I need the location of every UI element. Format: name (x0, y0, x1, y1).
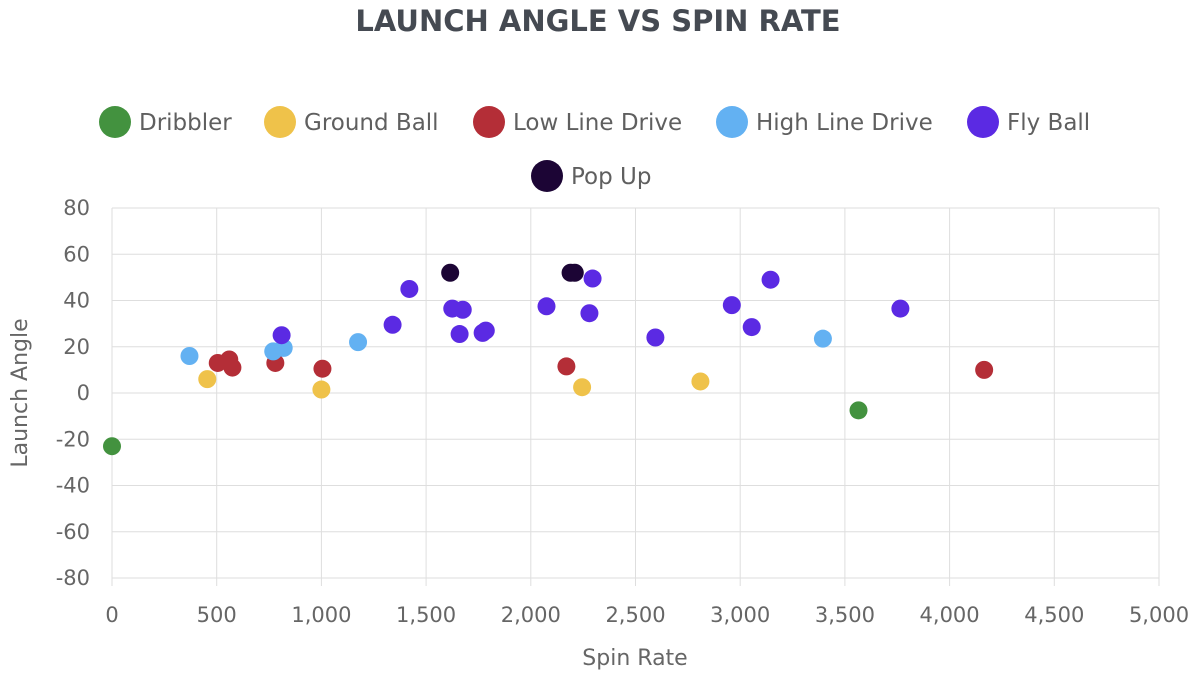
legend-item-ground-ball[interactable]: Ground Ball (264, 106, 439, 138)
data-point-fly-ball[interactable] (722, 296, 741, 315)
legend-label: High Line Drive (756, 110, 933, 136)
data-point-high-line-drive[interactable] (180, 347, 199, 365)
data-points (103, 263, 994, 456)
legend-item-pop-up[interactable]: Pop Up (531, 160, 651, 192)
legend-marker (264, 106, 296, 138)
x-tick-label: 1,000 (291, 603, 351, 627)
chart-title: LAUNCH ANGLE VS SPIN RATE (355, 4, 840, 38)
data-point-low-line-drive[interactable] (975, 360, 994, 379)
legend-marker (716, 106, 748, 138)
y-axis-title: Launch Angle (8, 318, 33, 467)
data-point-high-line-drive[interactable] (813, 329, 832, 348)
data-point-ground-ball[interactable] (573, 378, 592, 397)
legend-marker (967, 106, 999, 138)
legend-label: Dribbler (139, 110, 232, 136)
legend-label: Fly Ball (1007, 110, 1090, 136)
data-point-fly-ball[interactable] (646, 328, 665, 347)
data-point-pop-up[interactable] (565, 263, 584, 282)
legend: Dribbler Ground Ball Low Line Drive High… (99, 106, 1090, 192)
x-tick-label: 500 (197, 603, 237, 627)
x-tick-label: 3,500 (815, 603, 875, 627)
y-tick-label: 80 (63, 196, 90, 220)
legend-marker (473, 106, 505, 138)
legend-label: Ground Ball (304, 110, 439, 136)
y-tick-label: 0 (77, 381, 90, 405)
axis-ticks: 0 500 1,000 1,500 2,000 2,500 3,000 3,500 4,000 4… (56, 196, 1189, 627)
data-point-fly-ball[interactable] (537, 297, 556, 316)
legend-label: Low Line Drive (513, 110, 682, 136)
x-tick-label: 0 (105, 603, 118, 627)
x-axis-title: Spin Rate (582, 646, 687, 671)
x-tick-label: 2,000 (501, 603, 561, 627)
legend-marker (99, 106, 131, 138)
data-point-fly-ball[interactable] (453, 300, 472, 319)
data-point-fly-ball[interactable] (742, 318, 761, 337)
data-point-fly-ball[interactable] (761, 270, 780, 289)
data-point-fly-ball[interactable] (400, 279, 419, 298)
data-point-pop-up[interactable] (441, 263, 460, 282)
data-point-dribbler[interactable] (103, 437, 121, 456)
x-tick-label: 3,000 (710, 603, 770, 627)
data-point-ground-ball[interactable] (198, 370, 217, 389)
data-point-low-line-drive[interactable] (313, 359, 332, 378)
data-point-fly-ball[interactable] (891, 299, 910, 318)
y-tick-label: 20 (63, 335, 90, 359)
x-tick-label: 5,000 (1129, 603, 1189, 627)
data-point-ground-ball[interactable] (312, 380, 331, 399)
y-tick-label: -40 (56, 474, 90, 498)
data-point-ground-ball[interactable] (691, 372, 710, 391)
legend-item-dribbler[interactable]: Dribbler (99, 106, 232, 138)
legend-item-low-line-drive[interactable]: Low Line Drive (473, 106, 682, 138)
data-point-fly-ball[interactable] (450, 325, 469, 344)
y-tick-label: 60 (63, 242, 90, 266)
legend-marker (531, 160, 563, 192)
plot-grid (111, 207, 1160, 586)
data-point-fly-ball[interactable] (580, 304, 599, 323)
legend-label: Pop Up (571, 164, 651, 190)
legend-item-fly-ball[interactable]: Fly Ball (967, 106, 1090, 138)
x-tick-label: 1,500 (396, 603, 456, 627)
y-tick-label: -80 (56, 566, 90, 590)
y-tick-label: -20 (56, 427, 90, 451)
data-point-low-line-drive[interactable] (557, 357, 576, 376)
y-tick-label: -60 (56, 520, 90, 544)
data-point-fly-ball[interactable] (583, 269, 602, 288)
data-point-high-line-drive[interactable] (349, 333, 368, 352)
data-point-fly-ball[interactable] (383, 315, 402, 334)
legend-item-high-line-drive[interactable]: High Line Drive (716, 106, 933, 138)
x-tick-label: 2,500 (605, 603, 665, 627)
data-point-fly-ball[interactable] (272, 326, 291, 345)
x-tick-label: 4,500 (1024, 603, 1084, 627)
y-tick-label: 40 (63, 289, 90, 313)
data-point-fly-ball[interactable] (476, 321, 495, 340)
x-tick-label: 4,000 (920, 603, 980, 627)
data-point-dribbler[interactable] (849, 401, 868, 420)
data-point-low-line-drive[interactable] (223, 358, 242, 377)
